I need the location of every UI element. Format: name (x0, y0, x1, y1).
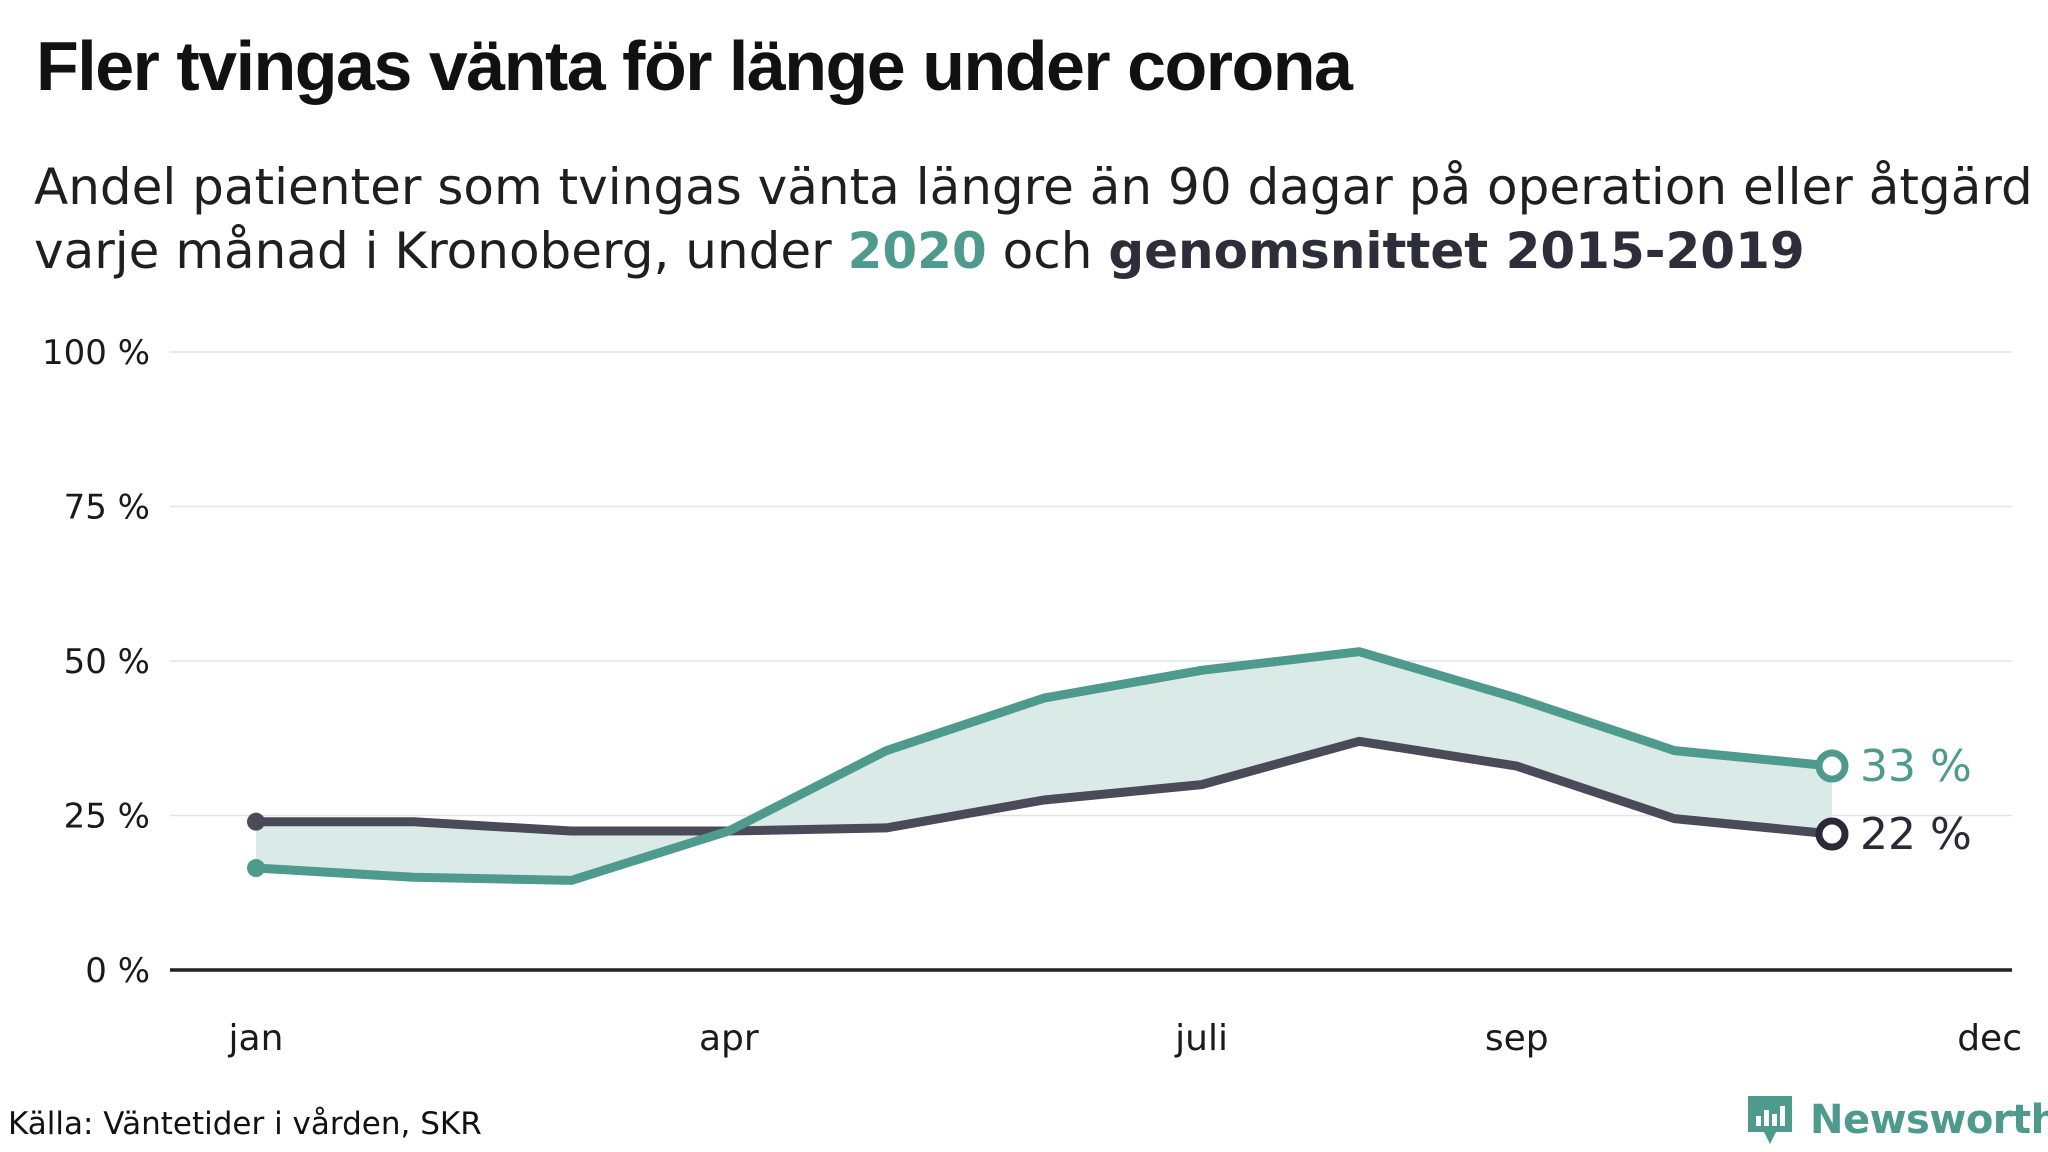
bar-chart-bubble-icon (1748, 1096, 1792, 1144)
series-markers (247, 749, 1849, 878)
series-lines (251, 647, 1837, 885)
axis-labels: 0 % 25 % 50 % 75 % 100 % jan apr juli sep dec 33 %… (42, 333, 2022, 1059)
brand-logo: Newsworthy (1744, 1092, 2048, 1148)
end-marker-average (1815, 817, 1849, 851)
series-line-average (251, 736, 1837, 839)
chart-title: Fler tvingas vänta för länge under coron… (36, 27, 1353, 105)
start-marker-2020 (247, 859, 265, 878)
series-line-2020 (251, 647, 1837, 885)
source-note: Källa: Väntetider i vården, SKR (8, 1106, 482, 1142)
y-tick-label: 50 % (64, 642, 150, 682)
x-tick-label: jan (228, 1018, 284, 1059)
x-tick-label: dec (1957, 1018, 2022, 1059)
brand-name: Newsworthy (1810, 1097, 2048, 1143)
y-tick-label: 25 % (64, 797, 150, 837)
subtitle-highlight-2020: 2020 (847, 222, 987, 280)
subtitle-text-1: Andel patienter som tvingas vänta längre… (34, 158, 2033, 280)
end-label-2020: 33 % (1860, 741, 1972, 792)
difference-fill (256, 651, 1832, 881)
y-tick-label: 100 % (42, 333, 150, 373)
difference-area (256, 651, 1832, 881)
y-tick-label: 0 % (85, 951, 150, 991)
chart-subtitle: Andel patienter som tvingas vänta längre… (34, 155, 2034, 283)
end-label-average: 22 % (1860, 809, 1972, 860)
y-tick-label: 75 % (64, 488, 150, 528)
subtitle-text-2: och (986, 222, 1109, 280)
subtitle-highlight-average: genomsnittet 2015-2019 (1108, 222, 1805, 280)
start-marker-average (247, 812, 265, 831)
x-tick-label: sep (1485, 1018, 1549, 1059)
x-tick-label: juli (1174, 1018, 1228, 1059)
end-marker-2020 (1815, 749, 1849, 783)
x-tick-label: apr (699, 1018, 759, 1059)
